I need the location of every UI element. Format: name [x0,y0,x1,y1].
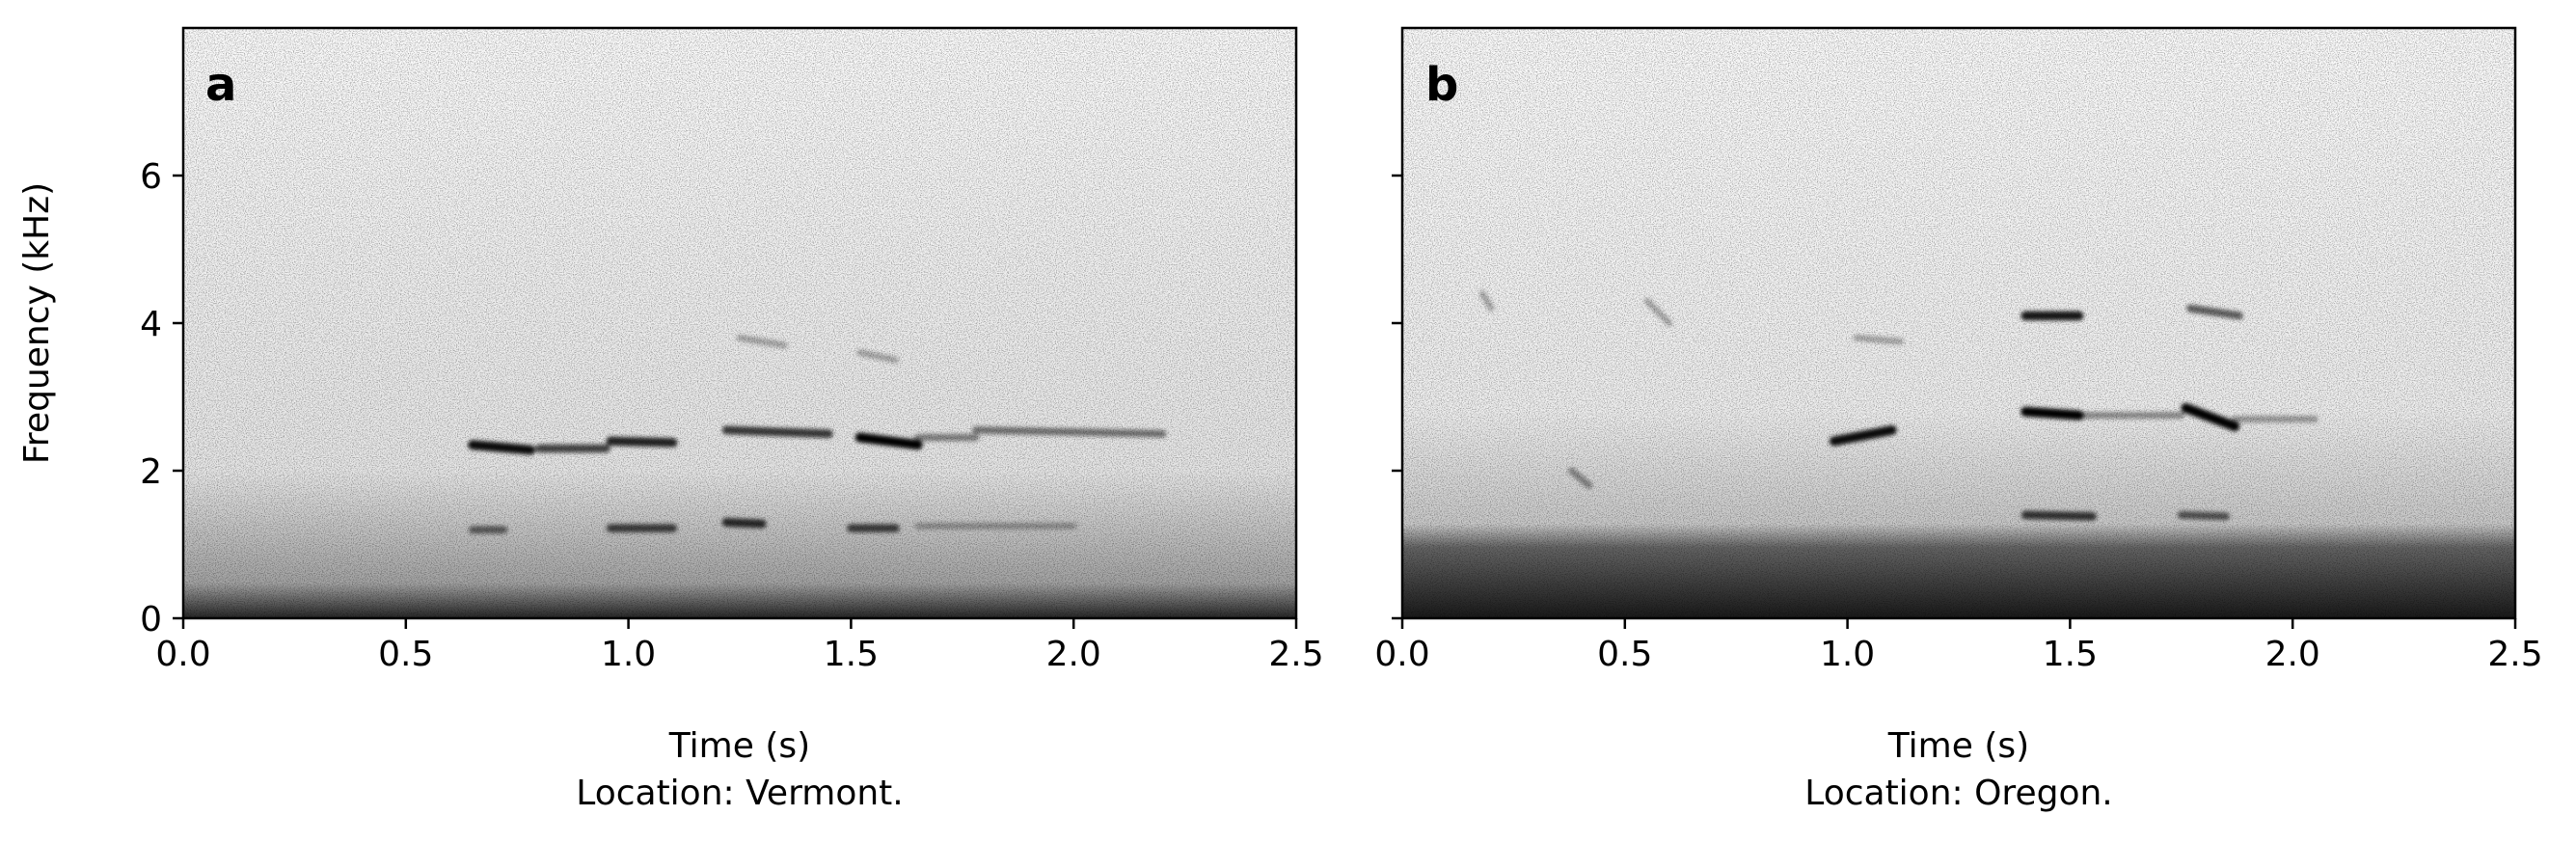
panel-b-low-noise [1402,28,2515,618]
panel-b-caption: Location: Oregon. [1804,774,2112,813]
panel-a-x-tick-label-1: 0.5 [378,635,433,674]
panel-a-x-ticks: 0.0 0.5 1.0 1.5 2.0 2.5 [155,618,1324,674]
panel-b-x-tick-label-0: 0.0 [1374,635,1429,674]
panel-b-x-tick-label-4: 2.0 [2265,635,2320,674]
panel-a-energy-trace-2 [606,436,678,448]
panel-b-y-ticks [1392,174,1402,620]
y-axis-label: Frequency (kHz) [17,182,57,464]
panel-b-x-tick-label-5: 2.5 [2487,635,2542,674]
panel-b-energy-trace-9 [1478,290,1495,312]
panel-a-energy-trace-13 [856,349,899,364]
panel-b-energy-trace-7 [2020,510,2097,521]
panel-a-y-tick-label-2: 4 [140,305,162,344]
panel-b-energy-trace-12 [1853,335,1905,345]
panel-b-x-tick-label-2: 1.0 [1820,635,1875,674]
panel-b-x-tick-label-3: 1.5 [2043,635,2098,674]
panel-b-x-axis-label: Time (s) [1887,726,2029,766]
panel-b-traces [1478,290,2318,521]
panel-a-energy-trace-12 [736,335,788,349]
panel-a-energy-trace-4 [854,432,923,450]
panel-a-x-tick-label-2: 1.0 [601,635,656,674]
panel-a-energy-trace-6 [971,426,1167,438]
panel-b-label: b [1425,58,1458,112]
panel-a-y-ticks: 0 2 4 6 [140,157,183,639]
panel-a-x-tick-label-5: 2.5 [1268,635,1323,674]
panel-b-energy-trace-10 [1643,297,1673,327]
panel-b-energy-trace-11 [1567,467,1593,489]
panel-b-energy-trace-8 [2177,510,2230,521]
panel-a-caption: Location: Vermont. [576,774,903,813]
panel-a-y-tick-label-0: 0 [140,600,162,639]
panel-b-energy-trace-6 [2186,304,2243,320]
panel-a-x-tick-label-0: 0.0 [155,635,210,674]
panel-a-x-tick-label-4: 2.0 [1046,635,1101,674]
panel-a-x-tick-label-3: 1.5 [824,635,879,674]
panel-b-x-tick-label-1: 0.5 [1597,635,1652,674]
panel-a-x-axis-label: Time (s) [668,726,810,766]
panel-a-y-tick-label-3: 6 [140,157,162,197]
panel-b-energy-trace-0 [1829,425,1897,447]
panel-b-energy-trace-1 [2020,406,2084,421]
panel-a-label: a [205,58,236,112]
panel-a-y-tick-label-1: 2 [140,452,162,492]
panel-a-low-noise [183,28,1296,618]
panel-a-energy-trace-0 [468,440,535,455]
panel-a: 0.0 0.5 1.0 1.5 2.0 2.5 0 2 4 6 a Time (s) Locat… [140,26,1324,813]
panel-a-energy-trace-9 [721,518,767,529]
panel-b: 0.0 0.5 1.0 1.5 2.0 2.5 b Time (s) Location: … [1374,26,2543,813]
panel-b-energy-trace-3 [2181,402,2240,432]
panel-a-energy-trace-3 [721,425,833,439]
panel-b-x-ticks: 0.0 0.5 1.0 1.5 2.0 2.5 [1374,618,2543,674]
panel-a-traces [468,335,1167,534]
